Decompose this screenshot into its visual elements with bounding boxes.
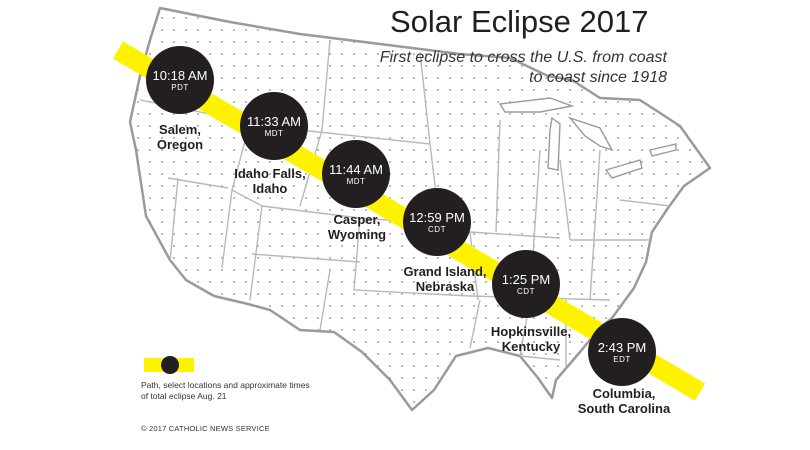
- timezone-label: PDT: [171, 83, 189, 92]
- page-subtitle: First eclipse to cross the U.S. from coa…: [379, 49, 667, 86]
- time-badge-casper: 11:44 AM MDT: [322, 140, 390, 208]
- state-name: Wyoming: [327, 227, 387, 242]
- timezone-label: CDT: [517, 287, 535, 296]
- legend-description: Path, select locations and approximate t…: [141, 380, 310, 401]
- time-badge-columbia: 2:43 PM EDT: [588, 318, 656, 386]
- city-name: Grand Island,: [403, 264, 487, 279]
- city-name: Casper,: [333, 212, 381, 227]
- city-label-casper: Casper, Wyoming: [310, 212, 404, 242]
- timezone-label: MDT: [346, 177, 366, 186]
- timezone-label: MDT: [264, 129, 284, 138]
- state-name: Oregon: [156, 137, 204, 152]
- city-name: Salem,: [159, 122, 201, 137]
- time-label: 12:59 PM: [409, 210, 465, 225]
- copyright-notice: © 2017 CATHOLIC NEWS SERVICE: [141, 424, 270, 433]
- time-badge-hopkinsville: 1:25 PM CDT: [492, 250, 560, 318]
- state-name: Idaho: [252, 181, 288, 196]
- city-name: Columbia,: [592, 386, 656, 401]
- timezone-label: EDT: [613, 355, 631, 364]
- city-label-idaho-falls: Idaho Falls, Idaho: [220, 166, 320, 196]
- page-title: Solar Eclipse 2017: [390, 4, 649, 39]
- time-badge-salem: 10:18 AM PDT: [146, 46, 214, 114]
- legend-key: [144, 356, 194, 374]
- city-label-salem: Salem, Oregon: [140, 122, 220, 152]
- city-label-grand-island: Grand Island, Nebraska: [390, 264, 500, 294]
- time-badge-grand-island: 12:59 PM CDT: [403, 188, 471, 256]
- time-label: 11:33 AM: [247, 114, 301, 129]
- city-label-columbia: Columbia, South Carolina: [566, 386, 682, 416]
- state-name: Kentucky: [501, 339, 561, 354]
- city-name: Idaho Falls,: [234, 166, 306, 181]
- legend-badge-swatch: [161, 356, 179, 374]
- timezone-label: CDT: [428, 225, 446, 234]
- state-name: South Carolina: [577, 401, 671, 416]
- time-label: 10:18 AM: [152, 68, 208, 83]
- time-label: 1:25 PM: [501, 272, 551, 287]
- city-label-hopkinsville: Hopkinsville, Kentucky: [476, 324, 586, 354]
- time-badge-idaho-falls: 11:33 AM MDT: [240, 92, 308, 160]
- time-label: 11:44 AM: [329, 162, 383, 177]
- state-name: Nebraska: [415, 279, 475, 294]
- time-label: 2:43 PM: [597, 340, 647, 355]
- city-name: Hopkinsville,: [490, 324, 572, 339]
- great-lakes: [498, 97, 677, 179]
